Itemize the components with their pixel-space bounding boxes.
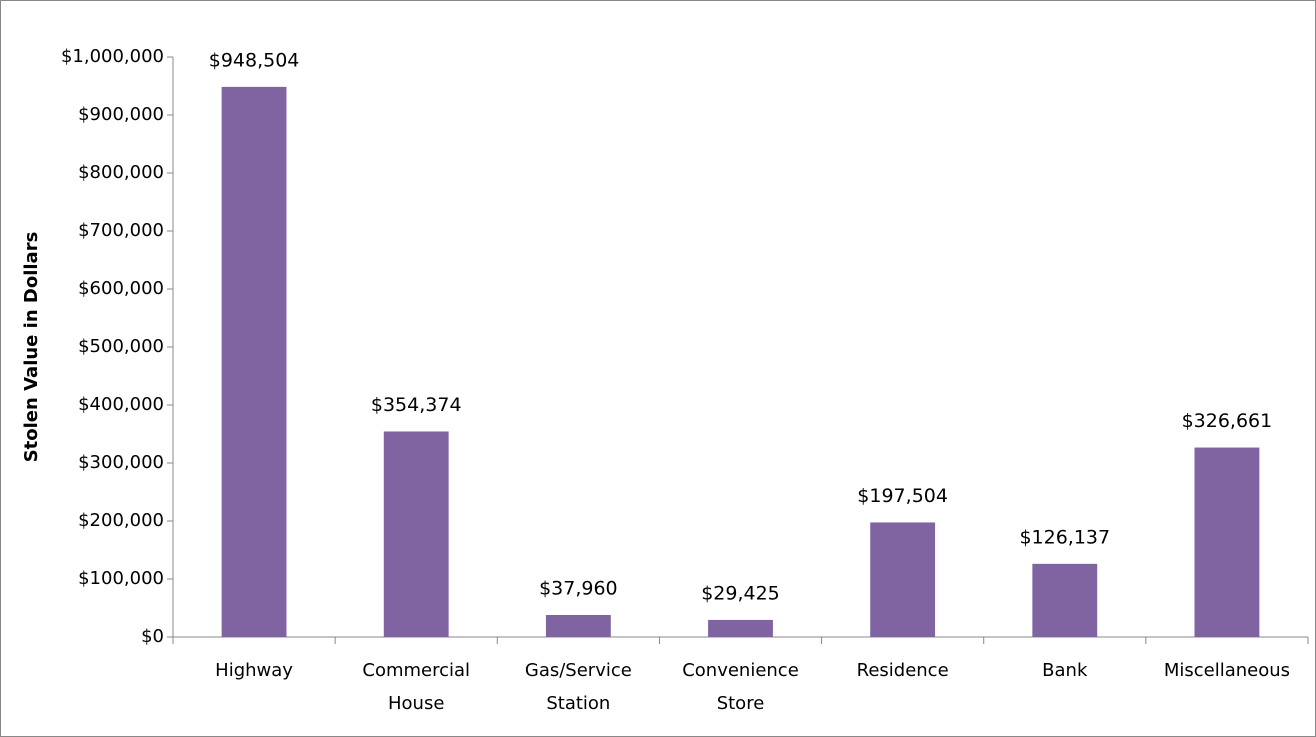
bar xyxy=(870,522,936,637)
y-tick-label: $500,000 xyxy=(78,336,164,357)
bar xyxy=(708,619,773,637)
y-tick-label: $1,000,000 xyxy=(61,46,164,67)
y-axis-label: Stolen Value in Dollars xyxy=(21,232,42,463)
value-label: $126,137 xyxy=(1019,526,1110,548)
value-label: $354,374 xyxy=(371,394,462,416)
y-tick-label: $800,000 xyxy=(78,162,164,183)
value-label: $29,425 xyxy=(701,582,780,604)
y-tick-label: $0 xyxy=(141,626,164,647)
y-tick-label: $600,000 xyxy=(78,278,164,299)
value-label: $37,960 xyxy=(539,577,618,599)
bar xyxy=(545,614,611,637)
x-tick-label: Commercial House xyxy=(362,660,470,714)
value-label: $197,504 xyxy=(857,485,948,507)
x-tick-label: Convenience Store xyxy=(682,660,799,714)
y-tick-label: $700,000 xyxy=(78,220,164,241)
bar xyxy=(221,86,287,638)
x-tick-label: Gas/Service Station xyxy=(525,660,632,714)
x-tick-label: Highway xyxy=(215,660,293,681)
x-tick-label: Residence xyxy=(857,660,949,681)
y-tick-label: $100,000 xyxy=(78,568,164,589)
value-label: $948,504 xyxy=(209,49,300,71)
x-tick-label: Miscellaneous xyxy=(1164,660,1290,681)
bar xyxy=(383,431,449,637)
y-tick-label: $300,000 xyxy=(78,452,164,473)
y-tick-label: $400,000 xyxy=(78,394,164,415)
y-tick-label: $200,000 xyxy=(78,510,164,531)
x-tick-label: Bank xyxy=(1042,660,1088,681)
bar xyxy=(1194,447,1260,637)
bar xyxy=(1032,563,1098,637)
value-label: $326,661 xyxy=(1182,410,1273,432)
y-tick-label: $900,000 xyxy=(78,104,164,125)
